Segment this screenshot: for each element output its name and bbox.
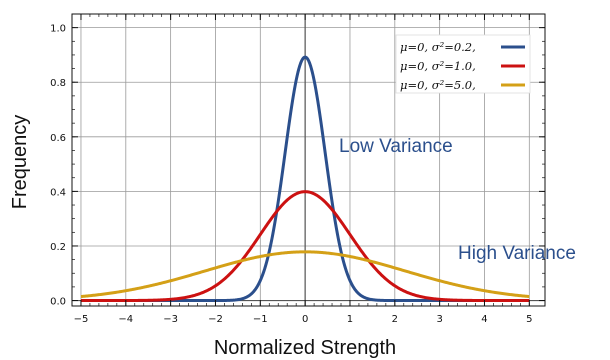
legend-label-series-3: μ=0, σ²=5.0, [400, 78, 476, 92]
x-tick-label: −2 [208, 314, 223, 325]
legend: μ=0, σ²=0.2, μ=0, σ²=1.0, μ=0, σ²=5.0, [395, 34, 531, 94]
curves [80, 55, 530, 303]
series-2-curve [80, 190, 530, 303]
plot-frame [71, 13, 546, 307]
legend-label-series-2: μ=0, σ²=1.0, [400, 59, 476, 73]
x-tick-label: −1 [253, 314, 268, 325]
x-tick-label: 3 [436, 314, 442, 325]
x-tick-label: −4 [118, 314, 133, 325]
annotation-low-variance: Low Variance [339, 136, 453, 157]
tick-labels: −5 −4 −3 −2 −1 0 1 2 3 4 5 0.0 0.2 0.4 0.6 0.8 1.0 [50, 24, 532, 325]
x-tick-label: 5 [526, 314, 532, 325]
x-tick-label: −3 [163, 314, 178, 325]
x-tick-label: 0 [302, 314, 308, 325]
legend-label-series-1: μ=0, σ²=0.2, [400, 40, 476, 54]
series-3-curve [80, 250, 530, 299]
y-axis-title: Frequency [9, 115, 31, 210]
y-tick-label: 0.2 [50, 242, 66, 253]
x-tick-label: −5 [74, 314, 89, 325]
tick-marks [72, 14, 545, 306]
y-tick-label: 0.0 [50, 297, 66, 308]
y-tick-label: 1.0 [50, 24, 66, 35]
y-tick-label: 0.8 [50, 78, 66, 89]
x-axis-title: Normalized Strength [214, 337, 396, 359]
x-tick-label: 2 [392, 314, 398, 325]
x-tick-label: 1 [347, 314, 353, 325]
legend-box [395, 34, 531, 94]
y-tick-label: 0.6 [50, 133, 66, 144]
annotation-high-variance: High Variance [458, 243, 576, 264]
x-tick-label: 4 [481, 314, 487, 325]
y-tick-label: 0.4 [50, 187, 66, 198]
